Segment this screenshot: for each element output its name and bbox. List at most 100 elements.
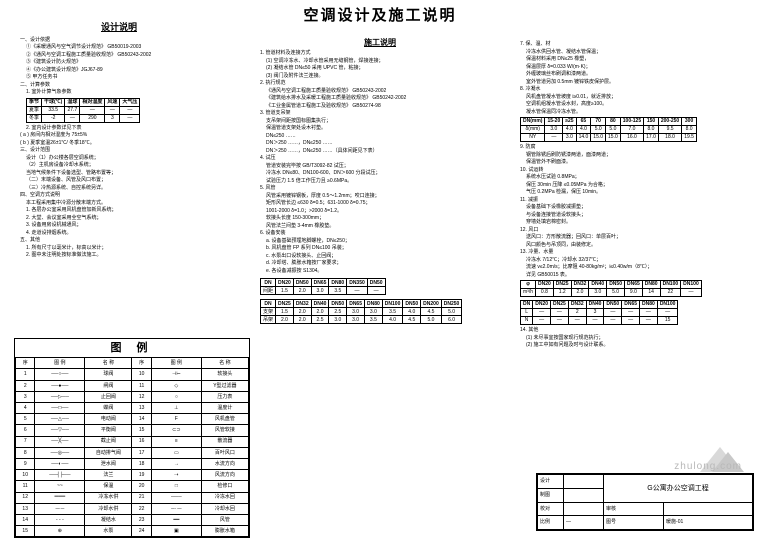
txt: DN＞250 ……，DN≤250 ……（具体间距见下表） (260, 148, 500, 155)
txt: ( a ) 房间内相对湿度为 75±5% (14, 132, 224, 139)
txt: 4. 试压 (260, 155, 500, 162)
txt: 流速 v≤2.0m/s；比摩阻 40-80kg/m²；i≤0.40w/m（8℃）… (520, 264, 750, 271)
legend-title: 图 例 (15, 339, 249, 357)
flow-table-a: φDN20DN25DN32DN40DN50DN65DN80DN100DN100 … (520, 280, 702, 297)
txt: 13. 冷量、水量 (520, 249, 750, 256)
legend-row: 10──┤├──法兰19⇢风流方向 (16, 470, 249, 481)
txt: 风管法兰间垫 3-4mm 橡胶垫。 (260, 223, 500, 230)
txt: ④《办公建筑设计规范》JGJ67-89 (14, 67, 224, 74)
txt: 6. 设备安装 (260, 230, 500, 237)
txt: 1. 各层办公室采用风机盘管加新风系统； (14, 207, 224, 214)
txt: 保温层厚 δ=0.033 W/(m·K)； (520, 64, 750, 71)
legend-row: 3──▷──止回阀12○压力表 (16, 391, 249, 402)
txt: 1. 管道材料及连接方式 (260, 50, 500, 57)
outdoor-params-table: 季节干球(℃)湿球相对湿度风速大气压 夏季33.527.7——— 冬季-2—29… (26, 98, 140, 123)
txt: 3. 管道支吊架 (260, 110, 500, 117)
legend-box: 图 例 序图 例名 称 序图 例名 称 1──○──球阀10⊣⊢软接头2──●─… (14, 338, 250, 538)
watermark-text: zhulong.com (674, 460, 742, 473)
txt: 10. 试运转 (520, 167, 750, 174)
txt: 钢管除锈后刷防锈漆两道，面漆两道； (520, 152, 750, 159)
txt: 气压 0.2MPa 检漏，保压 10min。 (520, 189, 750, 196)
txt: 系统水压试验 0.8MPa； (520, 174, 750, 181)
s1-head: 一、设计依据 (14, 37, 224, 44)
txt: 管道安装完毕按 GB/T3092-82 试压； (260, 163, 500, 170)
txt: 保温管外不刷面漆。 (520, 159, 750, 166)
txt: 空调机组凝水管设水封，高度≥100。 (520, 101, 750, 108)
legend-row: 4──□──蝶阀13⊥温度计 (16, 403, 249, 414)
legend-row: 6──▽──平衡阀15⊂⊃风管软接 (16, 425, 249, 436)
txt: 冷冻水 DN≤80、DN100-600、DN＞600 分段试压； (260, 170, 500, 177)
txt: 2. 执行规范 (260, 80, 500, 87)
txt: 设计（1）办公楼各层空调系统； (14, 155, 224, 162)
pipe-table-a: DNDN20DN50DN65DN80DN350DN50 间距1.52.03.03… (260, 278, 386, 295)
txt: 支吊架间距按国标图集执行； (260, 118, 500, 125)
txt: 风机盘管凝水管坡度 i≥0.01，就近排放； (520, 94, 750, 101)
txt: 《通风与空调工程施工质量验收规范》 GB50243-2002 (260, 88, 500, 95)
txt: 《建筑给水排水及采暖工程施工质量验收规范》 GB50242-2002 (260, 95, 500, 102)
txt: a. 设备基础预埋地脚螺栓，DN≤250； (260, 238, 500, 245)
txt: (3) 阀门及附件法兰连接。 (260, 73, 500, 80)
pipe-table-b: DNDN25DN32DN40DN50DN65DN80DN100DN50DN200… (260, 299, 462, 324)
txt: ③《建筑设计防火规范》 (14, 59, 224, 66)
txt: 11. 减振 (520, 197, 750, 204)
txt: b. 风机盘管 FP 系列 DN≤100 吊装； (260, 245, 500, 252)
txt: DN≤250 …… (260, 133, 500, 140)
txt: 风口颜色与吊顶同，由装修定。 (520, 242, 750, 249)
txt: (2) 施工中如有问题及时与设计联系。 (520, 342, 750, 349)
legend-row: 5──△──电动阀14F风机盘管 (16, 414, 249, 425)
txt: (1) 空调冷冻水、冷却水管采用无缝钢管，焊接连接； (260, 58, 500, 65)
txt: 7. 保、温、材 (520, 41, 750, 48)
s5-head: 五、其他 (14, 237, 224, 244)
txt: 详见 GB50015 表。 (520, 272, 750, 279)
txt: 穿墙处填岩棉密封。 (520, 219, 750, 226)
legend-row: 8──◎──自动排气阀17▭百叶风口 (16, 447, 249, 458)
s3-head: 三、设计范围 (14, 147, 224, 154)
design-heading: 设计说明 (14, 22, 224, 34)
txt: 外缠玻璃丝布刷调和漆两道。 (520, 71, 750, 78)
txt: 1. 室外计算气象参数 (14, 89, 224, 96)
txt: 冷冻水 7/12℃；冷却水 32/37℃； (520, 257, 750, 264)
title-block: 设计G公寓办公空调工程 制图 校对审核 比例—图号暖施-01 (536, 473, 754, 531)
txt: 12. 风口 (520, 227, 750, 234)
txt: 保温管道支架处设木衬垫。 (260, 125, 500, 132)
txt: 14. 其他 (520, 327, 750, 334)
txt: 保压 30min 压降 ≤0.05MPa 为合格； (520, 182, 750, 189)
column-construction: 施工说明 1. 管道材料及连接方式 (1) 空调冷冻水、冷却水管采用无缝钢管，焊… (260, 34, 500, 326)
txt: c. 水泵出口设软接头、止回阀； (260, 253, 500, 260)
legend-row: 7──╳──截止阀16≡散流器 (16, 436, 249, 447)
txt: 1001-2000 δ=1.0；>2000 δ=1.2。 (260, 208, 500, 215)
txt: 设备基础下设橡胶减振垫； (520, 204, 750, 211)
txt: DN＞250 ……，DN≤250 …… (260, 140, 500, 147)
txt: 2. 图中未注明处按标准做法施工。 (14, 252, 224, 259)
txt: 冷冻水供回水管、凝结水管保温； (520, 49, 750, 56)
txt: 4. 走道设排烟系统。 (14, 230, 224, 237)
txt: ⑤ 甲方任务书 (14, 74, 224, 81)
legend-row: 2──●──闸阀11◇Y型过滤器 (16, 380, 249, 391)
txt: e. 各设备减振按 S1304。 (260, 268, 500, 275)
txt: （三）冷热源系统、自控系统另详。 (14, 185, 224, 192)
txt: 9. 防腐 (520, 144, 750, 151)
txt: 当地气候条件下设备选型、管路布置等； (14, 170, 224, 177)
txt: 2. 室内设计参数详见下表 (14, 125, 224, 132)
legend-row: 1──○──球阀10⊣⊢软接头 (16, 369, 249, 380)
txt: 3. 设备用房设机械通风； (14, 222, 224, 229)
txt: 试验压力 1.5 倍工作压力且 ≥0.6MPa。 (260, 178, 500, 185)
insulation-table: DN(mm)15-20≥25657080100-125150200-250300… (520, 117, 697, 142)
txt: d. 冷却塔、膨胀水箱按厂家要求； (260, 260, 500, 267)
construction-heading: 施工说明 (260, 38, 500, 48)
txt: 与设备连接管道设软接头； (520, 212, 750, 219)
txt: (2) 凝结水管 DN≤50 采用 UPVC 管，粘接； (260, 65, 500, 72)
legend-row: 14- - -凝结水23━━风管 (16, 514, 249, 525)
txt: 5. 风管 (260, 185, 500, 192)
legend-row: 11~~保温20□检修口 (16, 481, 249, 492)
txt: ①《采暖通风与空气调节设计规范》 GB50019-2003 (14, 44, 224, 51)
txt: 《工业金属管道工程施工及验收规范》 GB50274-98 (260, 103, 500, 110)
txt: 凝水管保温同冷冻水管。 (520, 109, 750, 116)
legend-row: 9──◐──泄水阀18→水流方向 (16, 458, 249, 469)
drawing-sheet: 空调设计及施工说明 设计说明 一、设计依据 ①《采暖通风与空气调节设计规范》 G… (0, 0, 760, 537)
txt: 保温材料采用 DN≤25 橡塑， (520, 56, 750, 63)
txt: ( b ) 夏季室温26±1℃/ 冬季18℃。 (14, 140, 224, 147)
legend-row: 12═══冷冻水供21───冷冻水回 (16, 492, 249, 503)
flow-table-b: DNDN20DN25DN32DN40DN50DN65DN80DN100 L——2… (520, 300, 678, 325)
txt: 室外管道另加 0.5mm 镀锌铁皮保护层。 (520, 79, 750, 86)
